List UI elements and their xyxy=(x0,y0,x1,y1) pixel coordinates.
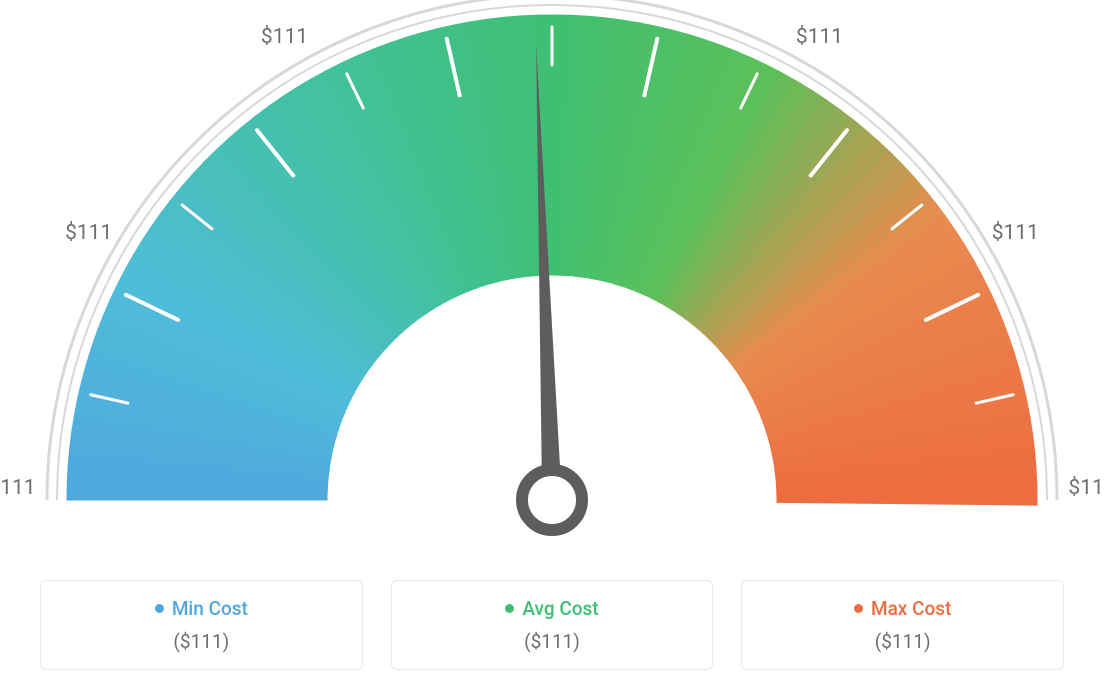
gauge-tick-label: $111 xyxy=(261,25,308,49)
legend-dot-max xyxy=(854,604,863,613)
gauge-tick-label: $111 xyxy=(992,221,1039,245)
gauge-chart-container: $111$111$111$111$111$111$111 Min Cost ($… xyxy=(0,0,1104,690)
legend-row: Min Cost ($111) Avg Cost ($111) Max Cost… xyxy=(40,580,1064,670)
gauge-tick-label: $111 xyxy=(1068,476,1104,500)
gauge-tick-label: $111 xyxy=(0,476,36,500)
legend-value-avg: ($111) xyxy=(412,630,693,653)
gauge-tick-label: $111 xyxy=(65,221,112,245)
legend-value-max: ($111) xyxy=(762,630,1043,653)
legend-card-min: Min Cost ($111) xyxy=(40,580,363,670)
legend-label-avg-text: Avg Cost xyxy=(522,597,598,620)
gauge-tick-label: $111 xyxy=(796,25,843,49)
legend-label-max-text: Max Cost xyxy=(871,597,951,620)
gauge-svg xyxy=(0,0,1104,560)
legend-label-min: Min Cost xyxy=(155,597,248,620)
legend-dot-min xyxy=(155,604,164,613)
legend-label-max: Max Cost xyxy=(854,597,951,620)
legend-dot-avg xyxy=(505,604,514,613)
gauge-area: $111$111$111$111$111$111$111 xyxy=(0,0,1104,560)
legend-value-min: ($111) xyxy=(61,630,342,653)
legend-label-min-text: Min Cost xyxy=(172,597,248,620)
legend-card-max: Max Cost ($111) xyxy=(741,580,1064,670)
legend-card-avg: Avg Cost ($111) xyxy=(391,580,714,670)
legend-label-avg: Avg Cost xyxy=(505,597,598,620)
